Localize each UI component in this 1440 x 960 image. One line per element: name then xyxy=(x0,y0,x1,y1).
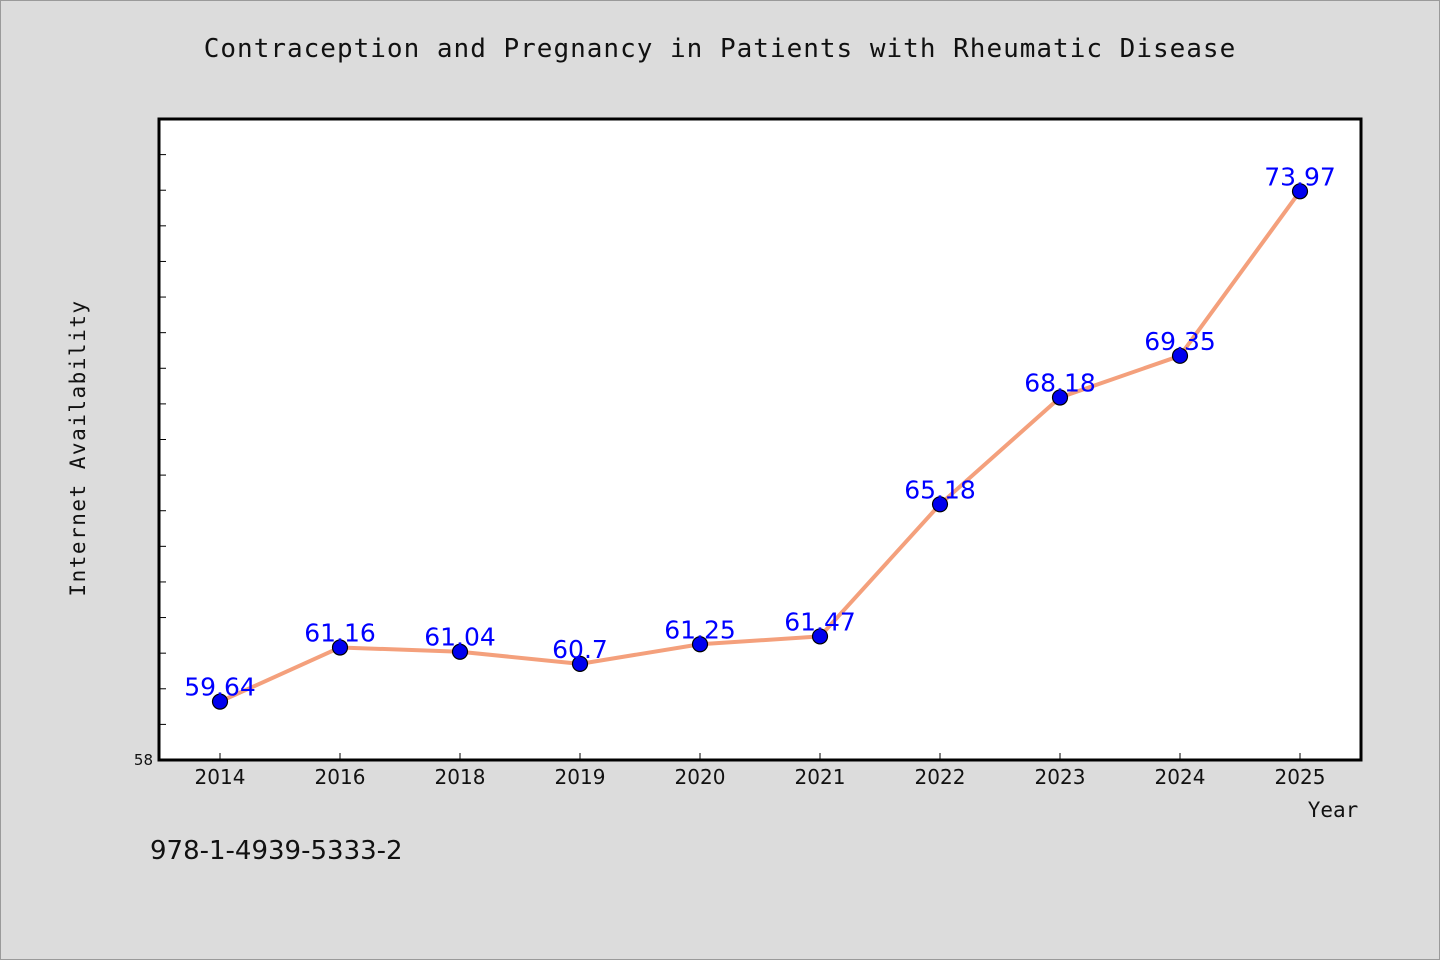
x-tick-label: 2016 xyxy=(315,765,366,789)
y-axis-ticks: 58 xyxy=(134,154,166,769)
data-point xyxy=(451,643,469,660)
x-tick-label: 2024 xyxy=(1155,765,1206,789)
data-label: 61.04 xyxy=(424,623,496,652)
x-tick-label: 2022 xyxy=(915,765,966,789)
x-axis-ticks: 2014 2016 2018 2019 2020 2021 2022 2023 2024 2025 xyxy=(195,753,1326,789)
chart-title: Contraception and Pregnancy in Patients … xyxy=(203,34,1237,64)
series-group: 59.64 61.16 61.04 60.7 61.25 61.47 65.18 68.18 6… xyxy=(184,162,1336,710)
data-label: 65.18 xyxy=(904,475,976,504)
data-point xyxy=(1171,347,1189,364)
x-tick-label: 2019 xyxy=(555,765,606,789)
series-line xyxy=(218,189,1302,704)
data-label: 69.35 xyxy=(1144,327,1216,356)
data-label: 61.16 xyxy=(304,618,376,647)
x-axis-label: Year xyxy=(1308,798,1359,822)
data-label: 60.7 xyxy=(552,635,608,664)
y-tick-label: 58 xyxy=(134,751,153,769)
data-point xyxy=(931,496,949,513)
x-tick-label: 2021 xyxy=(795,765,846,789)
x-tick-label: 2018 xyxy=(435,765,486,789)
data-label: 59.64 xyxy=(184,673,256,702)
data-point xyxy=(691,636,709,653)
data-point xyxy=(811,628,829,645)
data-point xyxy=(1051,389,1069,406)
x-tick-label: 2014 xyxy=(195,765,246,789)
data-label: 73.97 xyxy=(1264,162,1336,191)
data-point xyxy=(331,639,349,656)
x-tick-label: 2020 xyxy=(675,765,726,789)
data-point xyxy=(571,655,589,672)
isbn-text: 978-1-4939-5333-2 xyxy=(150,836,403,866)
x-tick-label: 2025 xyxy=(1275,765,1326,789)
plot-area xyxy=(157,117,1363,762)
data-point xyxy=(211,693,229,710)
data-label: 68.18 xyxy=(1024,368,1096,397)
x-tick-label: 2023 xyxy=(1035,765,1086,789)
data-label: 61.47 xyxy=(784,607,856,636)
data-label: 61.25 xyxy=(664,615,736,644)
data-point xyxy=(1291,183,1309,200)
